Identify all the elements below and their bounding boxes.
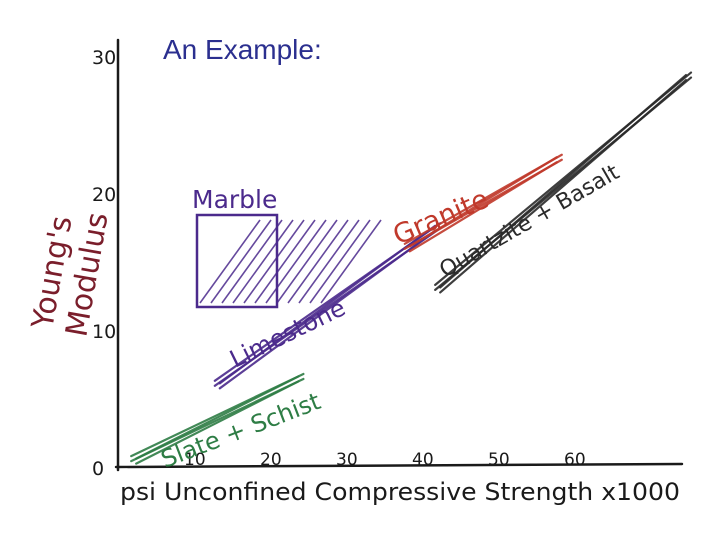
series-quartzite-basalt xyxy=(434,71,693,294)
series-stroke xyxy=(218,229,437,390)
region-hatch xyxy=(320,219,382,304)
x-tick-label: 20 xyxy=(260,450,282,470)
x-tick-label: 30 xyxy=(336,450,358,470)
region-label: Marble xyxy=(192,185,277,214)
region-hatch xyxy=(298,219,360,304)
region-hatch xyxy=(276,219,338,304)
region-hatch xyxy=(287,219,349,304)
series-label: Limestone xyxy=(225,294,349,374)
region-hatch xyxy=(232,219,294,304)
series-granite xyxy=(403,153,563,253)
y-tick-label: 10 xyxy=(92,321,116,343)
region-hatch xyxy=(199,219,261,304)
x-tick-label: 60 xyxy=(564,450,586,470)
y-tick-label: 0 xyxy=(92,458,104,480)
y-tick-label: 20 xyxy=(92,184,116,206)
x-tick-label: 50 xyxy=(488,450,510,470)
axes xyxy=(114,38,684,472)
series-limestone xyxy=(213,222,442,390)
series-stroke xyxy=(135,380,300,465)
region-hatch xyxy=(309,219,371,304)
y-tick-label: 30 xyxy=(92,47,116,69)
x-tick-label: 40 xyxy=(412,450,434,470)
region-hatch xyxy=(254,219,316,304)
x-axis-line xyxy=(114,462,684,469)
region-hatch xyxy=(221,219,283,304)
series-labels: Slate + SchistLimestoneGraniteQuartzite … xyxy=(157,160,624,474)
x-axis-label: psi Unconfined Compressive Strength x100… xyxy=(120,478,680,506)
series-layer xyxy=(130,71,693,465)
x-tick-label: 10 xyxy=(184,450,206,470)
series-stroke xyxy=(439,78,688,294)
region-marble xyxy=(195,213,382,309)
region-hatch xyxy=(210,219,272,304)
region-box xyxy=(195,213,279,309)
slide-title: An Example: xyxy=(163,34,322,65)
region-hatch xyxy=(265,219,327,304)
series-stroke xyxy=(408,161,558,253)
tick-labels: 10 20 30 40 50 60 0 10 20 30 xyxy=(92,47,586,480)
series-slate-schist xyxy=(130,372,305,465)
series-label: Slate + Schist xyxy=(157,387,324,473)
region-hatch xyxy=(243,219,305,304)
